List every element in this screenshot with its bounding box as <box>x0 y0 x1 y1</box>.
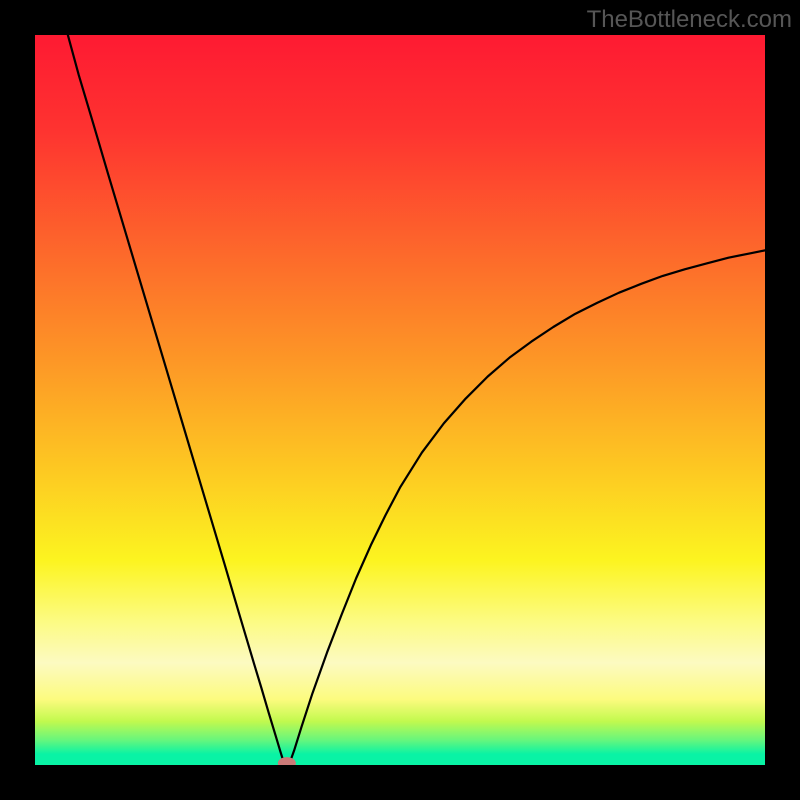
gradient-background <box>35 35 765 765</box>
plot-area <box>35 35 765 765</box>
canvas: TheBottleneck.com <box>0 0 800 800</box>
watermark-text: TheBottleneck.com <box>587 6 792 34</box>
plot-svg <box>35 35 765 765</box>
